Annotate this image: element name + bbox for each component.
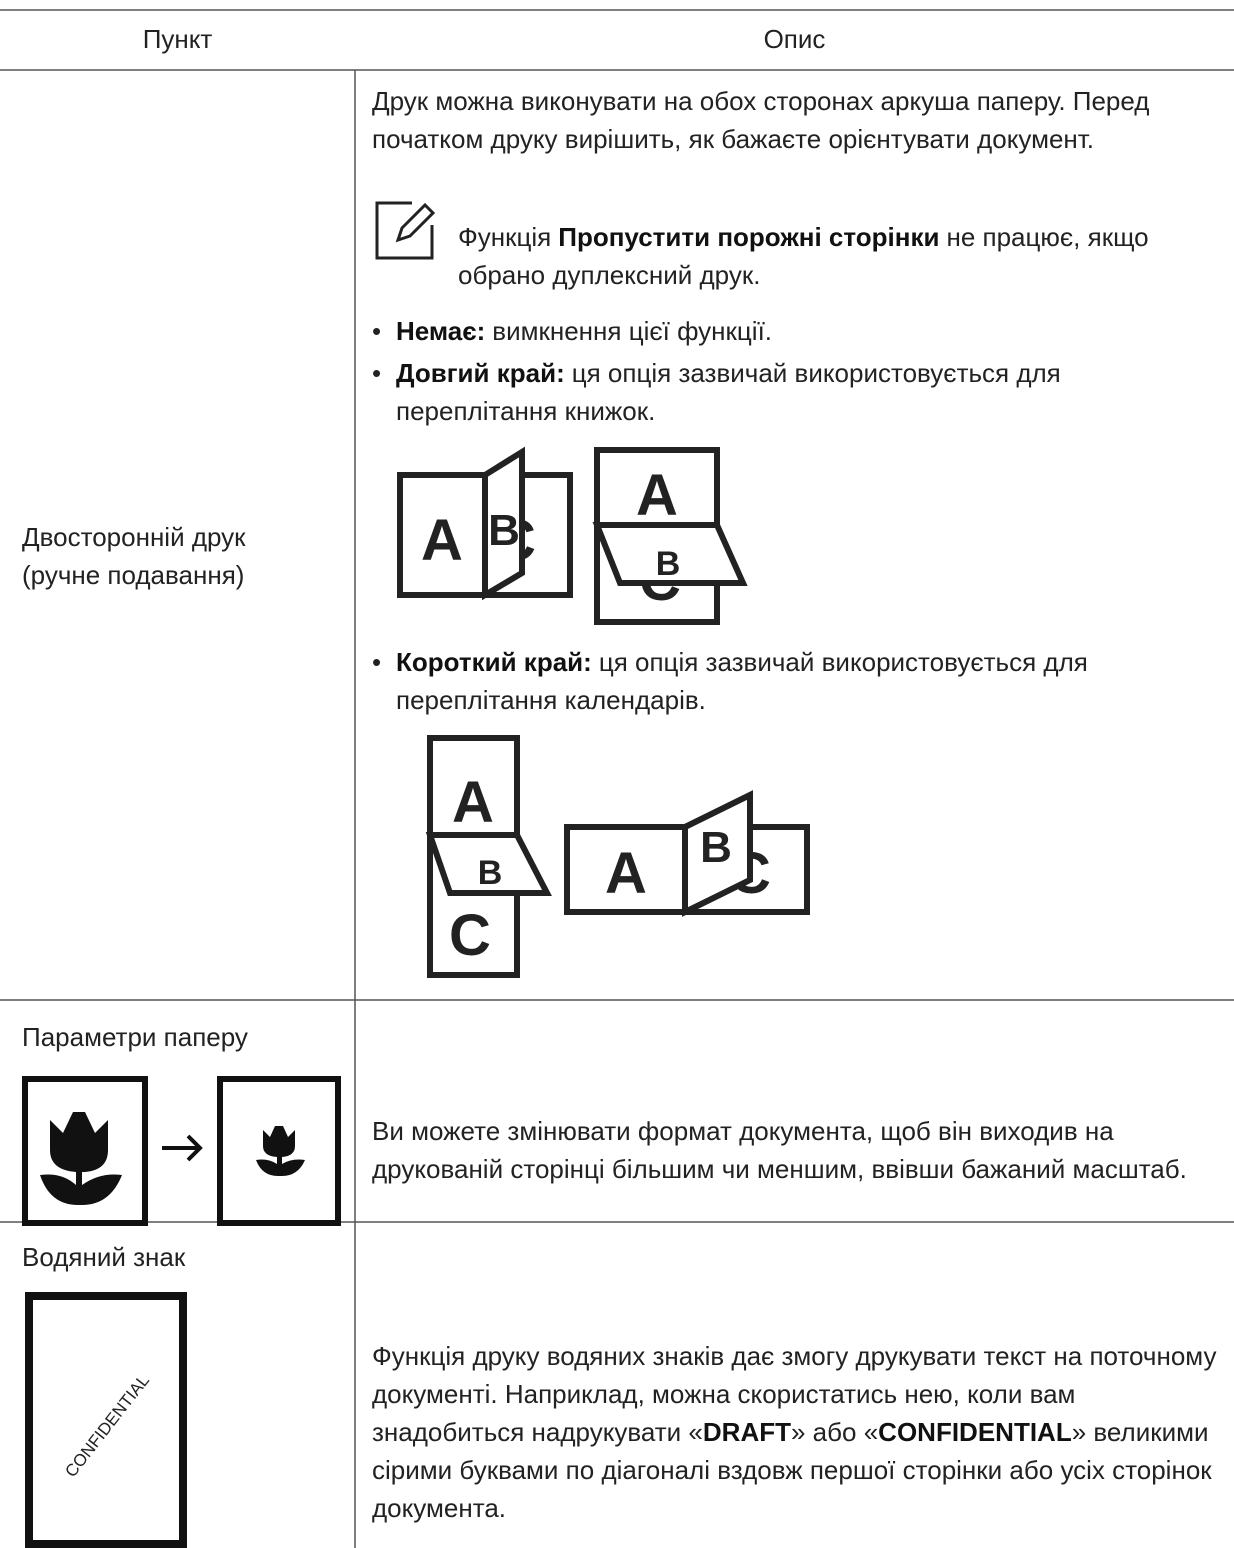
figure-letter: A — [452, 770, 494, 835]
table-lines — [0, 9, 1234, 1548]
description: Ви можете змінювати формат документа, що… — [372, 1116, 1187, 1184]
description: Функція друку водяних знаків дає змогу д… — [372, 1337, 1222, 1527]
note: Функція Пропустити порожні сторінки не пра… — [458, 218, 1228, 294]
figure-letter: A — [605, 841, 647, 906]
desc-text: » великими сірими буквами по діагоналі в… — [372, 1417, 1212, 1523]
header-cell: Пункт — [142, 24, 213, 54]
option-text: ця опція зазвичай використовується для п… — [396, 647, 1088, 715]
item-cell: Параметри паперу — [22, 1022, 248, 1052]
short-edge-figure: C A B C A B — [425, 735, 810, 978]
note-icon — [375, 201, 436, 260]
option-list: Короткий край:ця опція зазвичай використ… — [372, 643, 1222, 723]
option-text: ця опція зазвичай використовується для п… — [396, 358, 1061, 426]
figure-letter: A — [636, 463, 678, 528]
figure-letter: B — [656, 545, 681, 583]
header-cell: Опис — [763, 24, 826, 54]
option-text: вимкнення цієї функції. — [492, 316, 773, 346]
desc-text: » або « — [790, 1417, 879, 1447]
desc-bold: DRAFT — [702, 1417, 791, 1447]
option: Короткий край:ця опція зазвичай використ… — [372, 643, 1222, 719]
option-label: Короткий край: — [396, 647, 592, 677]
note-text: Функція — [458, 222, 552, 252]
watermark-icon: CONFIDENTIAL — [25, 1292, 187, 1548]
note-text: не працює, якщо обрано дуплексний друк. — [458, 222, 1149, 290]
option: Довгий край:ця опція зазвичай використов… — [372, 354, 1222, 430]
scaling-icon — [22, 1076, 341, 1226]
option: Немає:вимкнення цієї функції. — [372, 312, 1222, 350]
option-label: Довгий край: — [396, 358, 565, 388]
description: Друк можна виконувати на обох сторонах а… — [372, 86, 1150, 154]
figure-letter: B — [478, 854, 503, 892]
long-edge-figure: C A B C A B — [397, 446, 748, 625]
option-list: Немає:вимкнення цієї функції. Довгий кра… — [372, 312, 1222, 434]
desc-bold: CONFIDENTIAL — [878, 1417, 1072, 1447]
note-bold: Пропустити порожні сторінки — [558, 222, 940, 252]
item-cell: Водяний знак — [22, 1242, 186, 1272]
figure-letter: C — [449, 903, 491, 968]
desc-text: Функція друку водяних знаків дає змогу д… — [372, 1341, 1217, 1447]
item-cell: Двосторонній друк (ручне подавання) — [22, 522, 246, 590]
figure-letter: A — [421, 508, 463, 573]
figure-letter: B — [700, 823, 732, 872]
watermark-text: CONFIDENTIAL — [61, 1371, 153, 1481]
option-label: Немає: — [396, 316, 486, 346]
figure-letter: B — [488, 506, 520, 555]
